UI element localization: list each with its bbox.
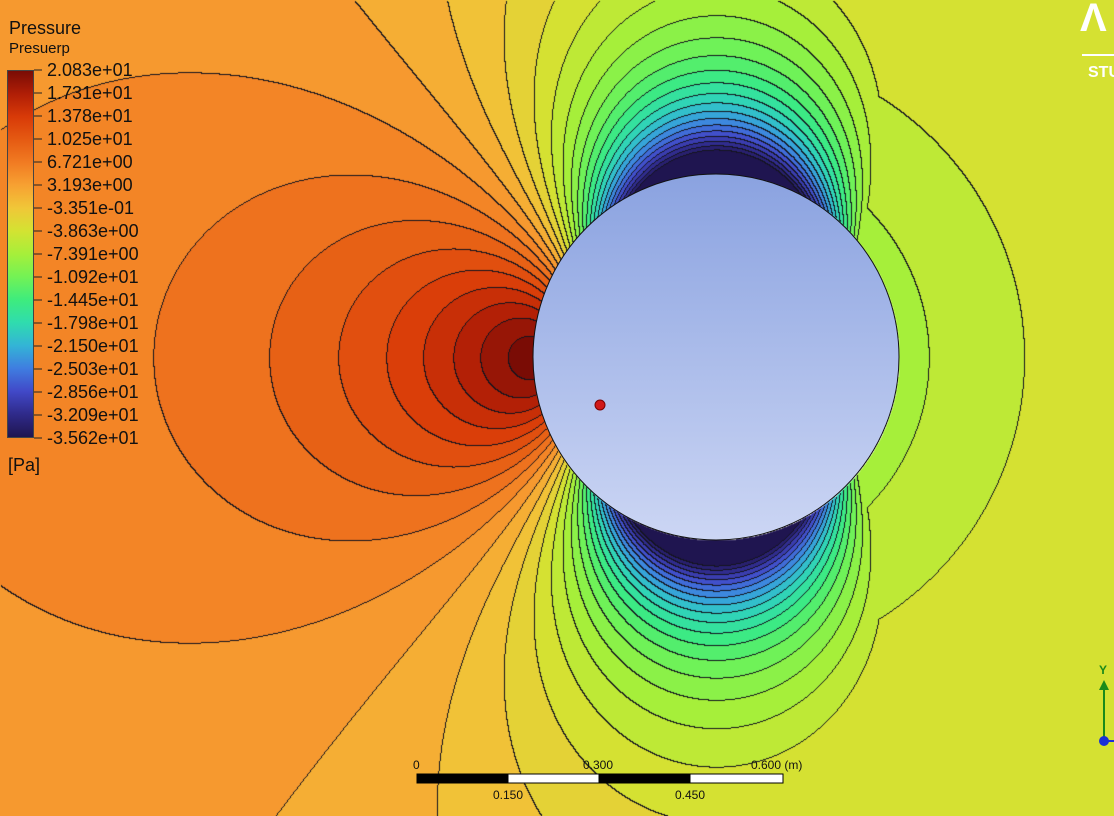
scale-label-0300: 0.300: [583, 758, 614, 772]
scale-label-0150: 0.150: [493, 788, 524, 802]
scale-bar-segments: [416, 773, 784, 784]
legend-label: 6.721e+00: [47, 152, 133, 172]
axis-triad: Y: [1090, 660, 1114, 760]
legend-subtitle: Presuerp: [9, 40, 70, 57]
logo-text: STU: [1088, 64, 1114, 81]
y-axis-arrowhead: [1099, 680, 1109, 690]
scale-label-0: 0: [413, 758, 420, 772]
logo-mark: Λ: [1080, 0, 1107, 40]
legend-label: -1.798e+01: [47, 313, 139, 333]
legend-label: -2.150e+01: [47, 336, 139, 356]
legend-label: 2.083e+01: [47, 60, 133, 80]
color-legend: Pressure Presuerp 2.083e+01 1.731e+01 1.37…: [0, 0, 200, 480]
scale-label-0450: 0.450: [675, 788, 706, 802]
legend-label: -3.351e-01: [47, 198, 135, 218]
legend-label: 1.025e+01: [47, 129, 133, 149]
legend-label: 1.378e+01: [47, 106, 133, 126]
legend-color-bar: [7, 70, 34, 438]
probe-point[interactable]: [594, 399, 606, 411]
legend-label: -1.445e+01: [47, 290, 139, 310]
legend-label: -2.856e+01: [47, 382, 139, 402]
legend-label: -3.562e+01: [47, 428, 139, 448]
y-axis-label: Y: [1099, 663, 1108, 677]
ansys-logo: Λ STU: [1076, 0, 1114, 90]
legend-label: 3.193e+00: [47, 175, 133, 195]
logo-divider: [1082, 54, 1114, 56]
legend-label: -3.209e+01: [47, 405, 139, 425]
scale-label-0600: 0.600 (m): [751, 758, 803, 772]
legend-unit: [Pa]: [8, 455, 41, 475]
legend-label: 1.731e+01: [47, 83, 133, 103]
legend-label: -7.391e+00: [47, 244, 139, 264]
legend-label: -3.863e+00: [47, 221, 139, 241]
legend-label: -1.092e+01: [47, 267, 139, 287]
scale-bar: 0 0.300 0.600 (m) 0.150 0.450: [405, 752, 825, 808]
legend-title: Pressure: [9, 18, 82, 38]
legend-ticks: [34, 69, 42, 439]
triad-arrows: [1099, 680, 1114, 746]
cylinder-body[interactable]: [532, 173, 900, 541]
legend-label: -2.503e+01: [47, 359, 139, 379]
